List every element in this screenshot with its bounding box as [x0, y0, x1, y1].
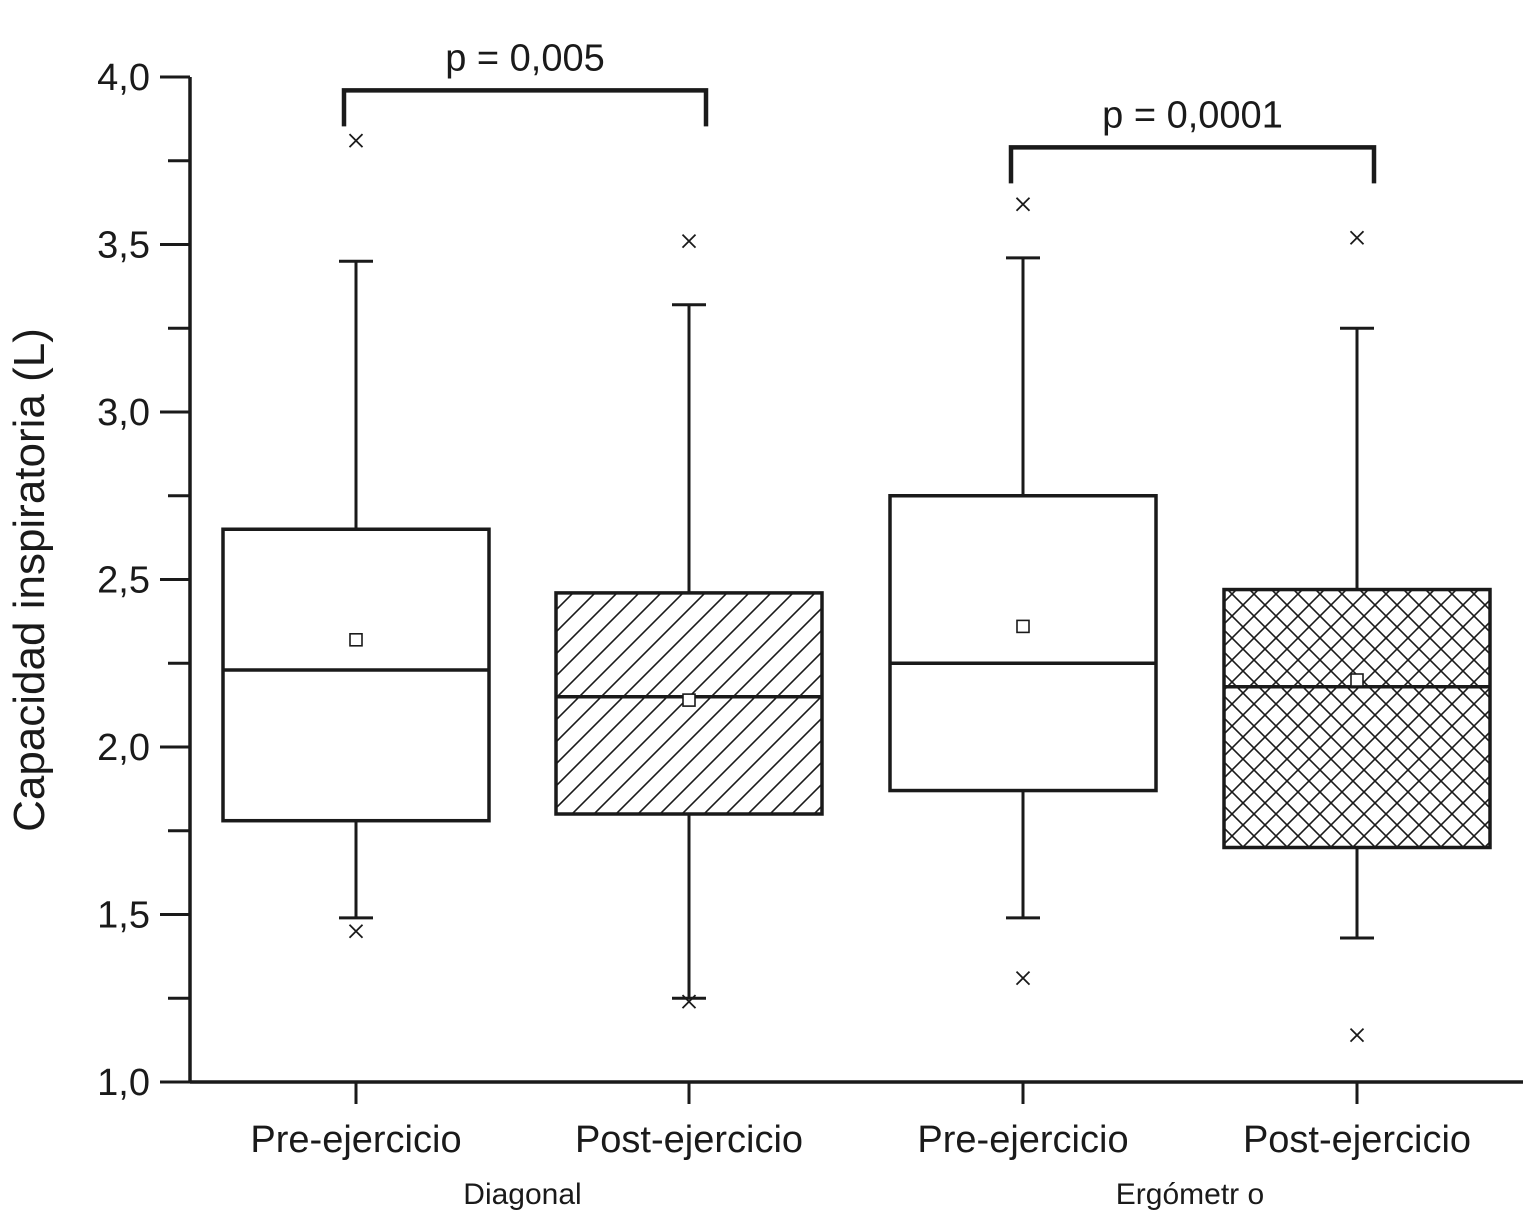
y-tick-label: 3,5 — [97, 225, 150, 267]
mean-marker — [1350, 673, 1364, 687]
outlier-stroke — [348, 133, 364, 148]
mean-marker — [682, 693, 696, 707]
x-category-label: Pre-ejercicio — [250, 1119, 461, 1161]
mean-marker — [1016, 619, 1030, 634]
y-tick-label: 1,0 — [97, 1062, 150, 1104]
outlier-stroke — [681, 234, 697, 249]
y-tick-label: 4,0 — [97, 57, 150, 99]
outlier-marker — [348, 924, 364, 939]
y-axis-title: Capacidad inspiratoria (L) — [5, 328, 54, 832]
outlier-marker — [1015, 197, 1031, 212]
outlier-marker — [1349, 230, 1365, 245]
box-3 — [888, 197, 1158, 986]
box-body — [888, 494, 1158, 793]
box-body — [1222, 587, 1492, 850]
x-category-label: Post-ejercicio — [1243, 1119, 1471, 1161]
y-tick-label: 3,0 — [97, 392, 150, 434]
box-body — [221, 527, 491, 823]
x-category-label: Post-ejercicio — [575, 1119, 803, 1161]
y-tick-label: 2,5 — [97, 560, 150, 602]
y-axis: 1,0 1,5 2,0 2,5 3,0 3,5 4,0 — [97, 57, 192, 1104]
x-category-label: Pre-ejercicio — [917, 1119, 1128, 1161]
outlier-marker — [681, 994, 697, 1009]
x-axis: Pre-ejercicio Post-ejercicio Pre-ejercicio… — [190, 1080, 1523, 1211]
outlier-marker — [681, 234, 697, 249]
outlier-stroke — [1349, 1027, 1365, 1043]
outlier-marker — [1015, 971, 1031, 986]
outlier-stroke — [1015, 971, 1031, 986]
box-2 — [554, 234, 824, 1009]
outlier-marker — [1349, 1027, 1365, 1043]
p-value-label: p = 0,005 — [445, 37, 605, 79]
mean-marker — [349, 632, 363, 647]
significance-annotations: p = 0,005 p = 0,0001 — [341, 37, 1377, 184]
outlier-stroke — [1349, 230, 1365, 245]
y-tick-label: 2,0 — [97, 727, 150, 769]
outlier-stroke — [1015, 197, 1031, 212]
outlier-marker — [348, 133, 364, 148]
bracket-line — [341, 88, 709, 127]
boxes — [221, 133, 1492, 1043]
outlier-stroke — [681, 994, 697, 1009]
x-group-label: Ergómetr o — [1116, 1178, 1264, 1211]
x-group-label: Diagonal — [463, 1178, 581, 1211]
box-1 — [221, 133, 491, 939]
p-value-label: p = 0,0001 — [1102, 94, 1283, 136]
bracket-line — [1008, 145, 1377, 184]
outlier-stroke — [348, 924, 364, 939]
box-4 — [1222, 230, 1492, 1043]
y-tick-label: 1,5 — [97, 895, 150, 937]
p-value-bracket: p = 0,0001 — [1008, 94, 1377, 184]
p-value-bracket: p = 0,005 — [341, 37, 709, 127]
